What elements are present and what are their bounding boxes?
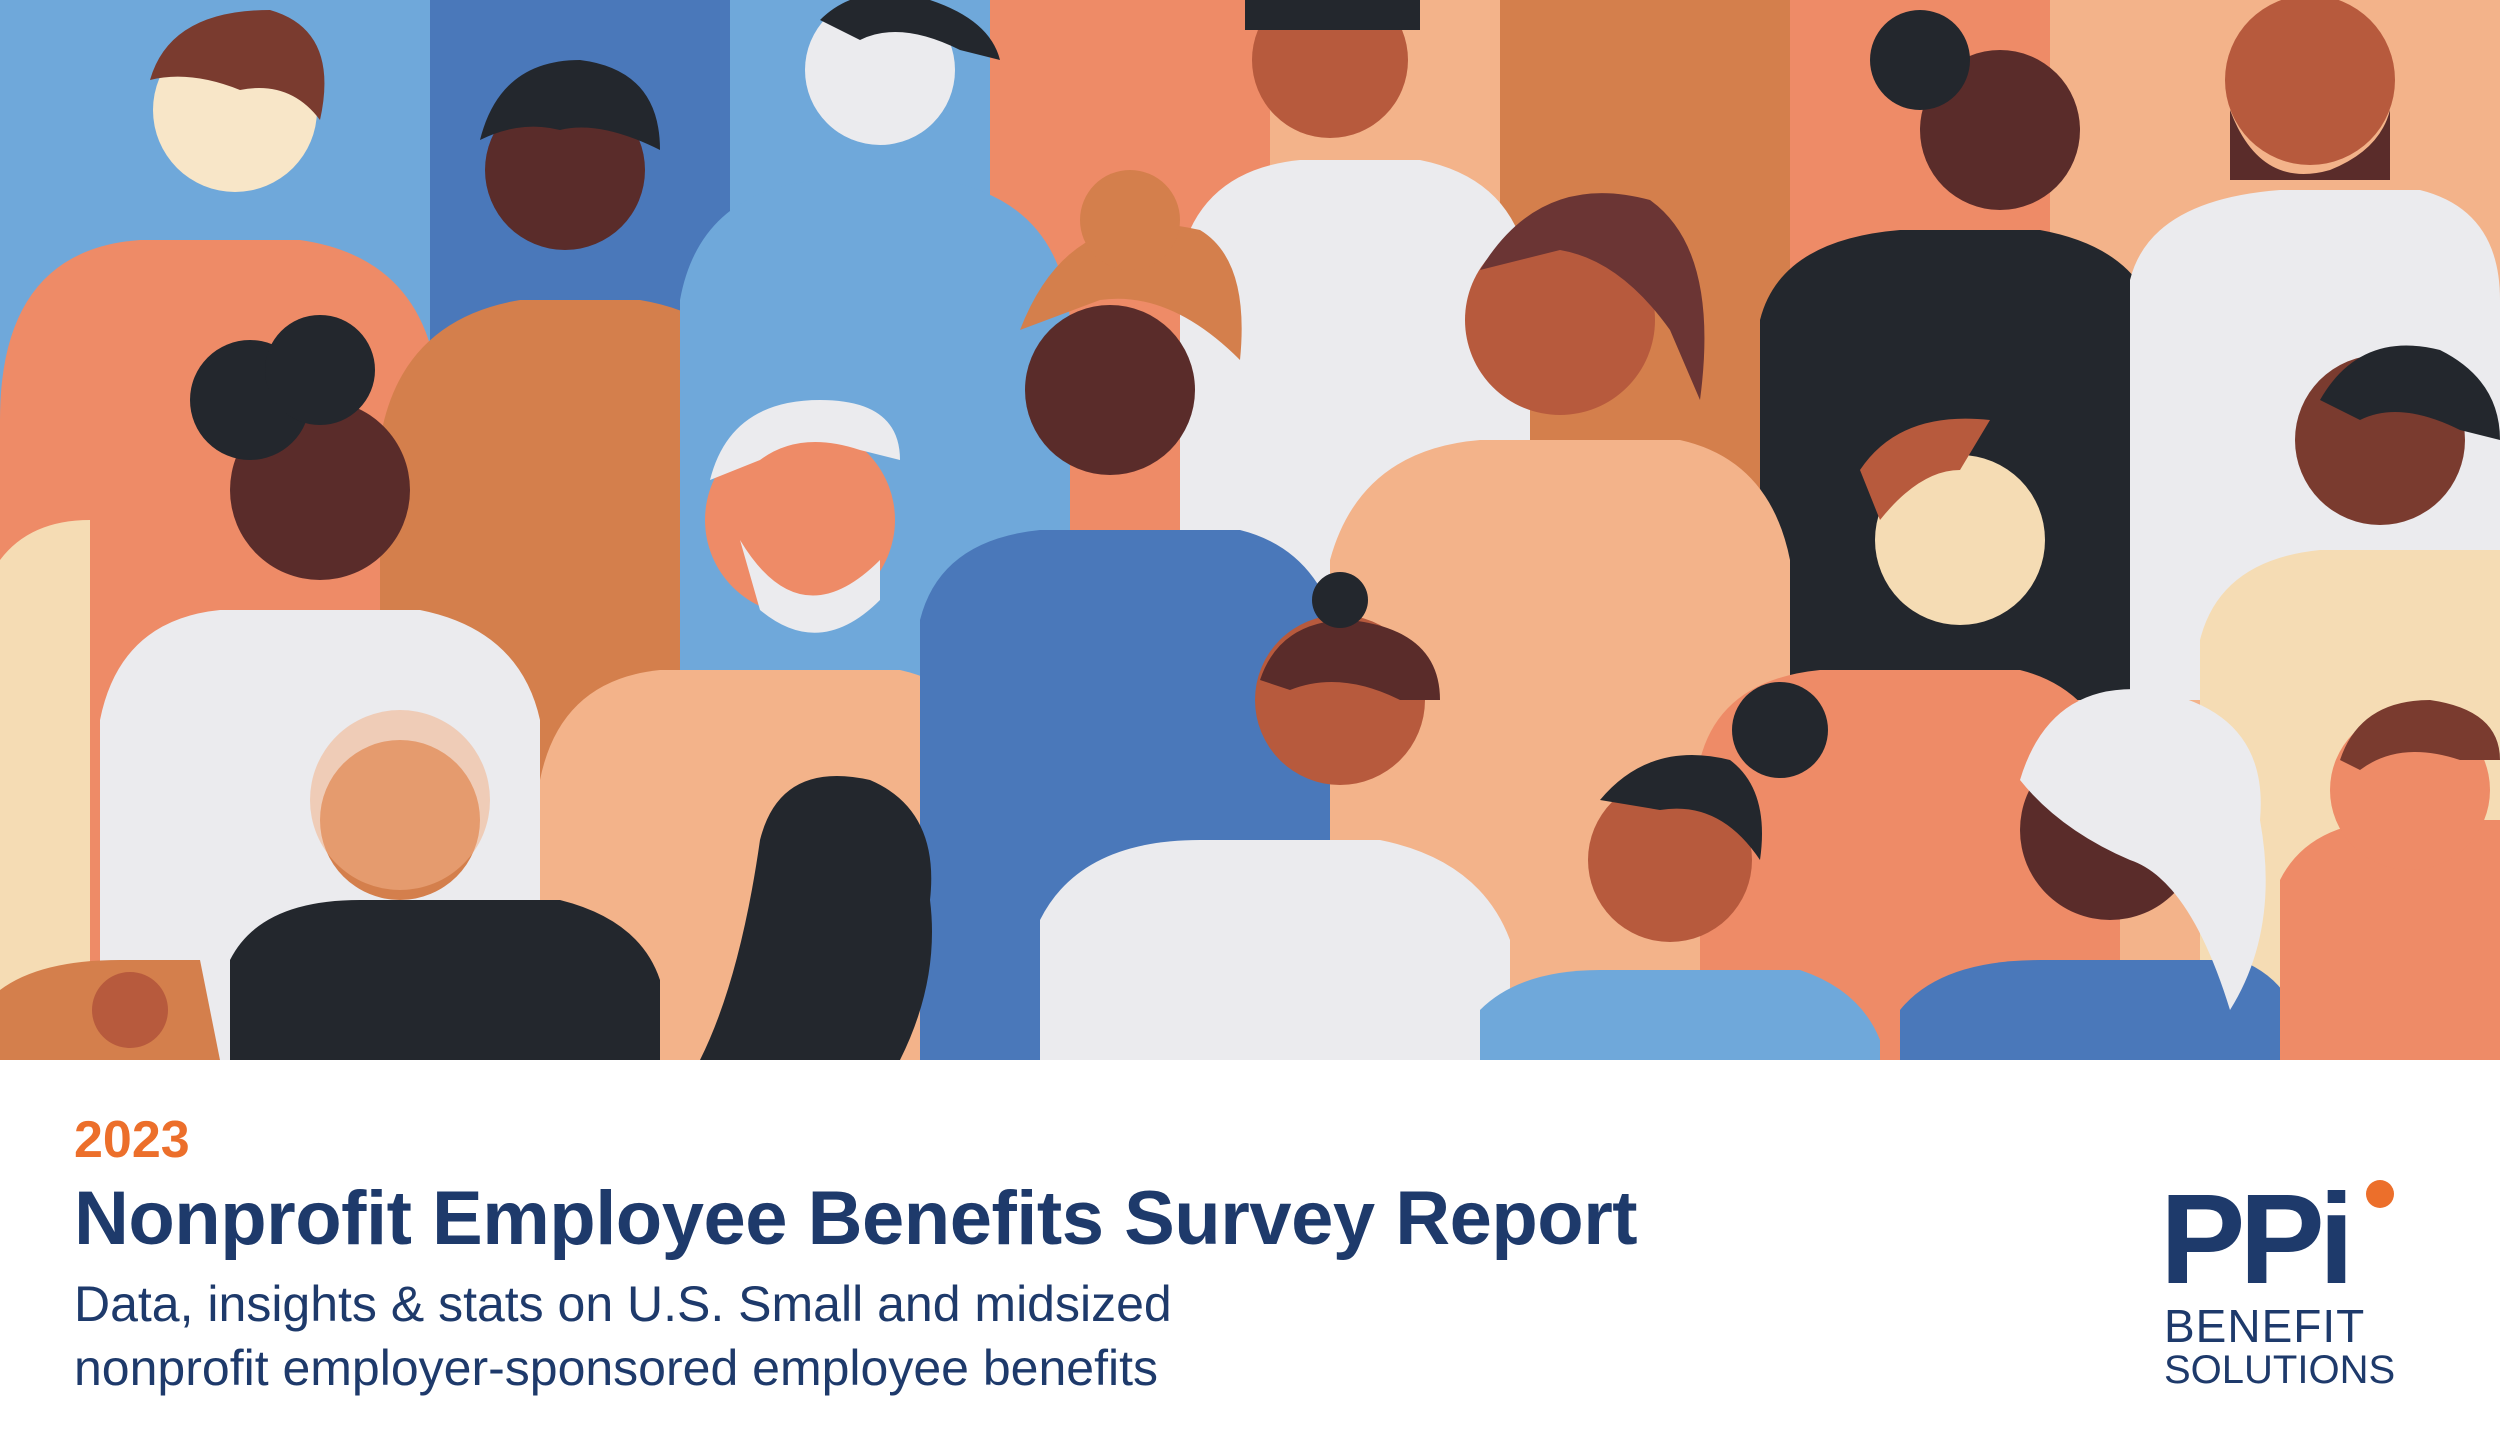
crowd-illustration (0, 0, 2500, 1060)
hero-illustration (0, 0, 2500, 1060)
logo-dot-icon (2366, 1180, 2394, 1208)
ppi-benefit-solutions-logo: PPi BENEFIT SOLUTIONS (2160, 1168, 2420, 1410)
subtitle-line-2: nonprofit employer-sponsored employee be… (74, 1340, 1158, 1396)
subtitle-line-1: Data, insights & stats on U.S. Small and… (74, 1276, 1172, 1332)
report-footer: 2023 Nonprofit Employee Benefits Survey … (0, 1060, 2500, 1435)
report-year: 2023 (74, 1111, 190, 1169)
logo-line-2: SOLUTIONS (2164, 1348, 2396, 1392)
report-title: Nonprofit Employee Benefits Survey Repor… (74, 1176, 1638, 1261)
logo-mark: PPi (2160, 1168, 2354, 1311)
report-subtitle: Data, insights & stats on U.S. Small and… (74, 1272, 1172, 1400)
logo-line-1: BENEFIT (2164, 1300, 2366, 1352)
